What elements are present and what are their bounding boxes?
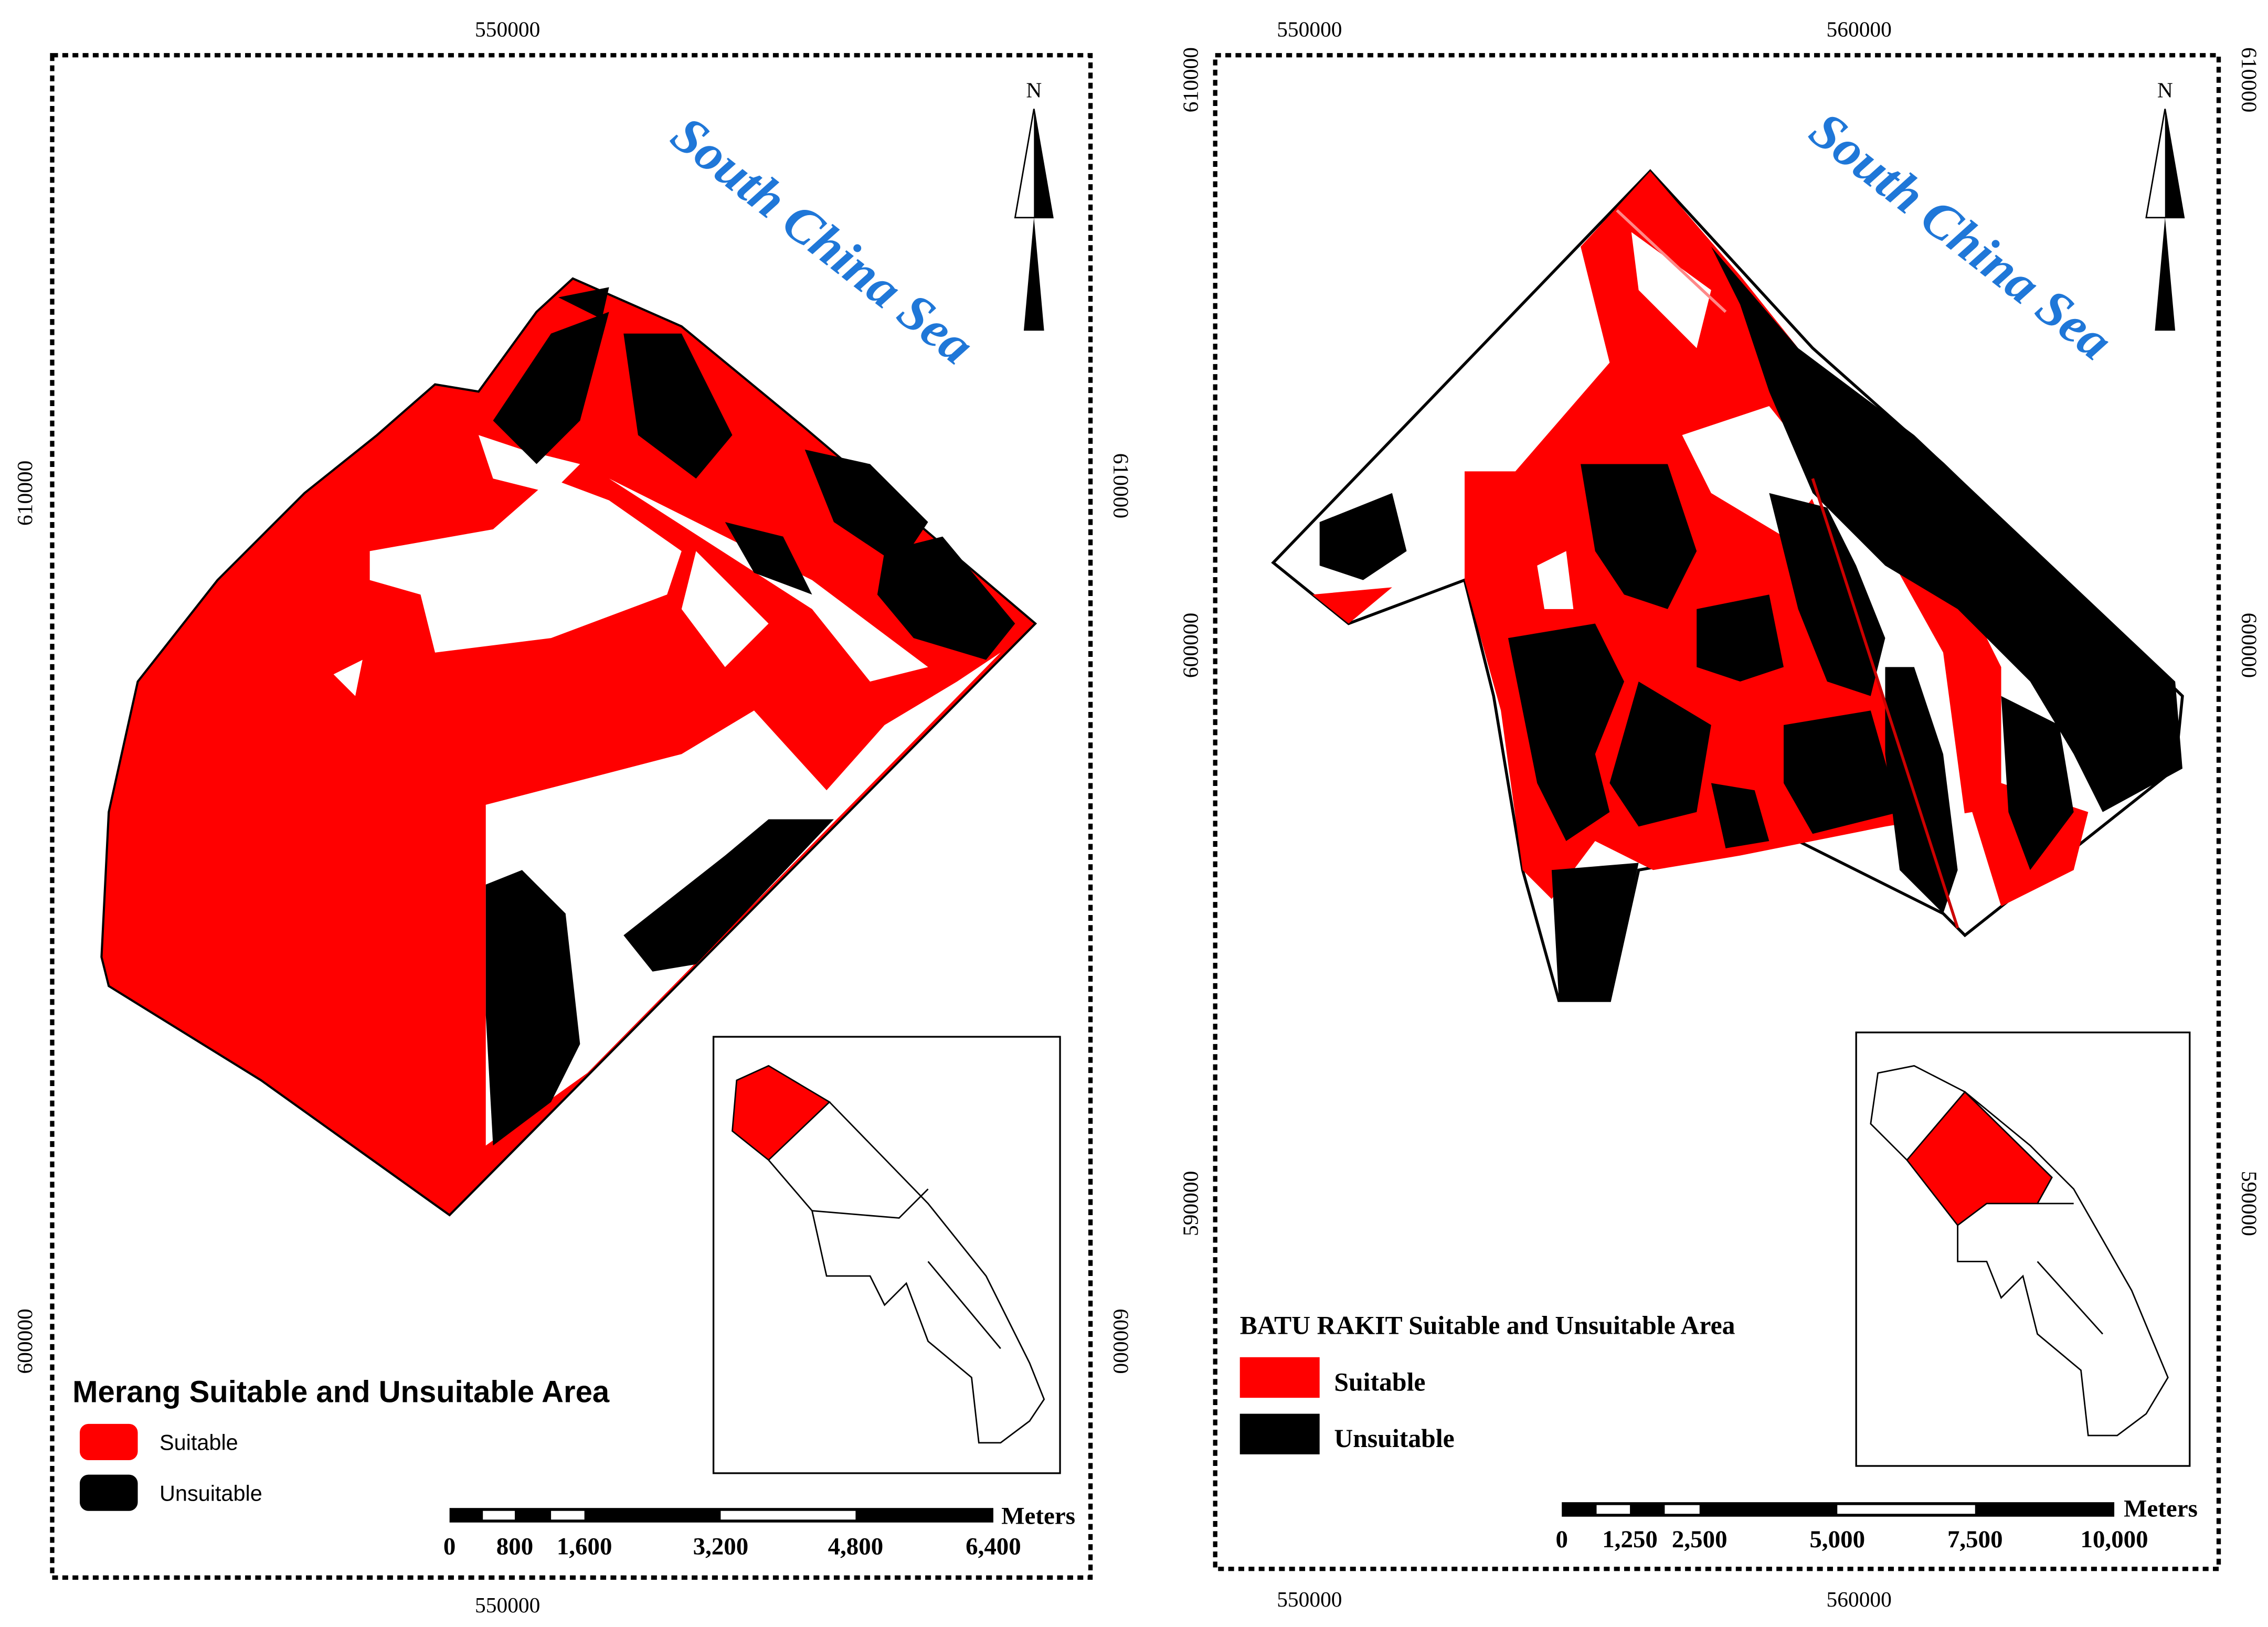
legend-label: Suitable	[160, 1430, 238, 1455]
left-map: N South China Sea 550000 550000 610000 6…	[13, 17, 1133, 1617]
scale-bar: 0 800 1,600 3,200 4,800 6,400 Meters	[443, 1503, 1075, 1560]
legend: BATU RAKIT Suitable and Unsuitable Area …	[1240, 1311, 1735, 1454]
legend-swatch	[1239, 1413, 1320, 1454]
unsuitable-area	[1319, 247, 2182, 1001]
north-label: N	[2157, 78, 2173, 102]
unsuitable-area	[485, 287, 1015, 1146]
north-arrow: N	[2145, 78, 2185, 331]
right-coord: 600000	[2237, 613, 2261, 678]
scale-label: 1,600	[557, 1533, 612, 1560]
scale-label: 0	[1555, 1526, 1567, 1553]
bottom-coord: 560000	[1827, 1587, 1892, 1611]
legend-title: BATU RAKIT Suitable and Unsuitable Area	[1240, 1311, 1735, 1340]
right-coord: 610000	[2237, 47, 2261, 112]
map-frame	[1213, 53, 2221, 1571]
map-frame	[50, 53, 1093, 1580]
scale-label: 7,500	[1947, 1526, 2003, 1553]
legend-swatch	[79, 1423, 138, 1460]
scale-label: 3,200	[693, 1533, 749, 1560]
legend-label: Unsuitable	[1334, 1424, 1454, 1453]
scale-label: 10,000	[2080, 1526, 2148, 1553]
right-coord: 610000	[1109, 453, 1133, 518]
top-coord: 550000	[1277, 17, 1342, 41]
left-coord: 600000	[1179, 613, 1203, 678]
scale-bar: 0 1,250 2,500 5,000 7,500 10,000 Meters	[1555, 1495, 2197, 1553]
bottom-coord: 550000	[1277, 1587, 1342, 1611]
left-coord: 600000	[13, 1309, 37, 1374]
bottom-coord: 550000	[475, 1593, 540, 1617]
north-label: N	[1026, 78, 1042, 102]
right-coord: 600000	[1109, 1309, 1133, 1374]
north-arrow: N	[1014, 78, 1054, 331]
scale-label: 1,250	[1602, 1526, 1658, 1553]
top-coord: 550000	[475, 17, 540, 41]
scale-label: 5,000	[1809, 1526, 1865, 1553]
scale-label: 4,800	[828, 1533, 884, 1560]
legend-swatch	[79, 1474, 138, 1511]
left-coord: 610000	[1179, 47, 1203, 112]
scale-label: 0	[443, 1533, 455, 1560]
left-coord: 610000	[13, 461, 37, 526]
scale-unit: Meters	[1001, 1503, 1075, 1530]
suitable-area	[100, 277, 1037, 1217]
legend-swatch	[1239, 1357, 1320, 1398]
sea-label: South China Sea	[1799, 100, 2123, 371]
left-coord: 590000	[1179, 1171, 1203, 1236]
scale-label: 800	[496, 1533, 533, 1560]
scale-label: 2,500	[1672, 1526, 1728, 1553]
sea-label: South China Sea	[661, 104, 985, 375]
top-coord: 560000	[1827, 17, 1892, 41]
right-map: N South China Sea 550000 560000 550000 5…	[1179, 17, 2262, 1611]
legend: Merang Suitable and Unsuitable Area Suit…	[72, 1375, 610, 1511]
inset-map	[712, 1036, 1061, 1474]
inset-map	[1855, 1032, 2191, 1467]
legend-label: Suitable	[1334, 1367, 1425, 1396]
legend-label: Unsuitable	[160, 1481, 262, 1505]
scale-label: 6,400	[966, 1533, 1021, 1560]
legend-title: Merang Suitable and Unsuitable Area	[72, 1375, 610, 1409]
scale-unit: Meters	[2124, 1495, 2198, 1523]
right-coord: 590000	[2237, 1171, 2261, 1236]
suitable-area	[1312, 587, 1392, 624]
